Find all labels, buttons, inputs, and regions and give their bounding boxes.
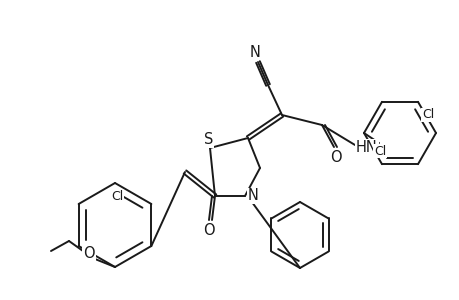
Text: O: O (83, 247, 95, 262)
Text: S: S (204, 133, 213, 148)
Text: HN: HN (355, 140, 377, 154)
Text: O: O (330, 151, 341, 166)
Text: N: N (249, 44, 260, 59)
Text: N: N (247, 188, 258, 203)
Text: Cl: Cl (111, 190, 123, 203)
Text: Cl: Cl (421, 108, 433, 121)
Text: O: O (203, 224, 214, 238)
Text: Cl: Cl (373, 145, 385, 158)
